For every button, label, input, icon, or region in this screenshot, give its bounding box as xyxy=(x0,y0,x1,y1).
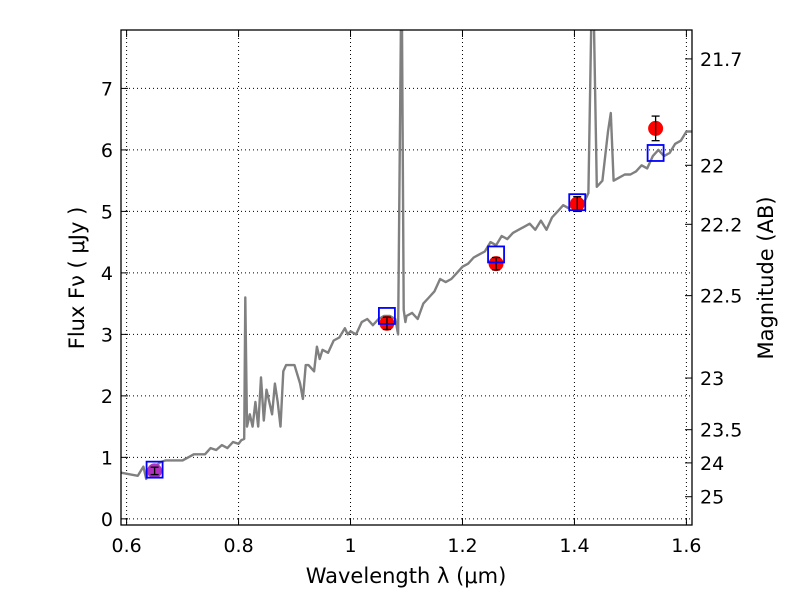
plot-frame xyxy=(120,29,693,526)
right-axis-label: Magnitude (AB) xyxy=(754,196,778,359)
model-flux-square xyxy=(568,193,587,212)
y-tick-label: 5 xyxy=(101,201,113,223)
x-tick-label: 1.4 xyxy=(559,535,589,557)
model-flux-square xyxy=(487,245,505,264)
y-tick-label: 0 xyxy=(101,509,113,531)
template-spectrum-line xyxy=(121,30,692,481)
x-axis-label: Wavelength λ (μm) xyxy=(306,564,507,588)
x-tick-label: 0.6 xyxy=(111,535,141,557)
y-tick-label: 6 xyxy=(101,140,113,162)
y2-tick-label: 21.7 xyxy=(700,49,742,71)
y2-tick-label: 24 xyxy=(700,453,724,475)
y-tick-label: 7 xyxy=(101,78,113,100)
y2-tick-label: 22 xyxy=(700,155,724,177)
y2-tick-label: 22.2 xyxy=(700,214,742,236)
y-tick-label: 1 xyxy=(101,447,113,469)
axis-ticks: 0.6 0.8 1 1.2 1.4 1.60123456721.72222.222.523… xyxy=(101,30,742,557)
x-tick-label: 1 xyxy=(344,535,356,557)
x-tick-label: 1.6 xyxy=(671,535,701,557)
y2-tick-label: 23.5 xyxy=(700,420,742,442)
y-tick-label: 3 xyxy=(101,324,113,346)
y2-tick-label: 22.5 xyxy=(700,286,742,308)
y-axis-label: Flux Fν ( μJy ) xyxy=(65,207,89,350)
plot-area xyxy=(121,30,692,481)
y2-tick-label: 23 xyxy=(700,368,724,390)
x-tick-label: 0.8 xyxy=(223,535,253,557)
model-flux-square xyxy=(646,144,665,162)
y-tick-label: 2 xyxy=(101,386,113,408)
y2-tick-label: 25 xyxy=(700,487,724,509)
y-tick-label: 4 xyxy=(101,263,113,285)
model-flux-square xyxy=(145,460,164,479)
model-flux-square xyxy=(378,307,396,325)
x-tick-label: 1.2 xyxy=(447,535,477,557)
